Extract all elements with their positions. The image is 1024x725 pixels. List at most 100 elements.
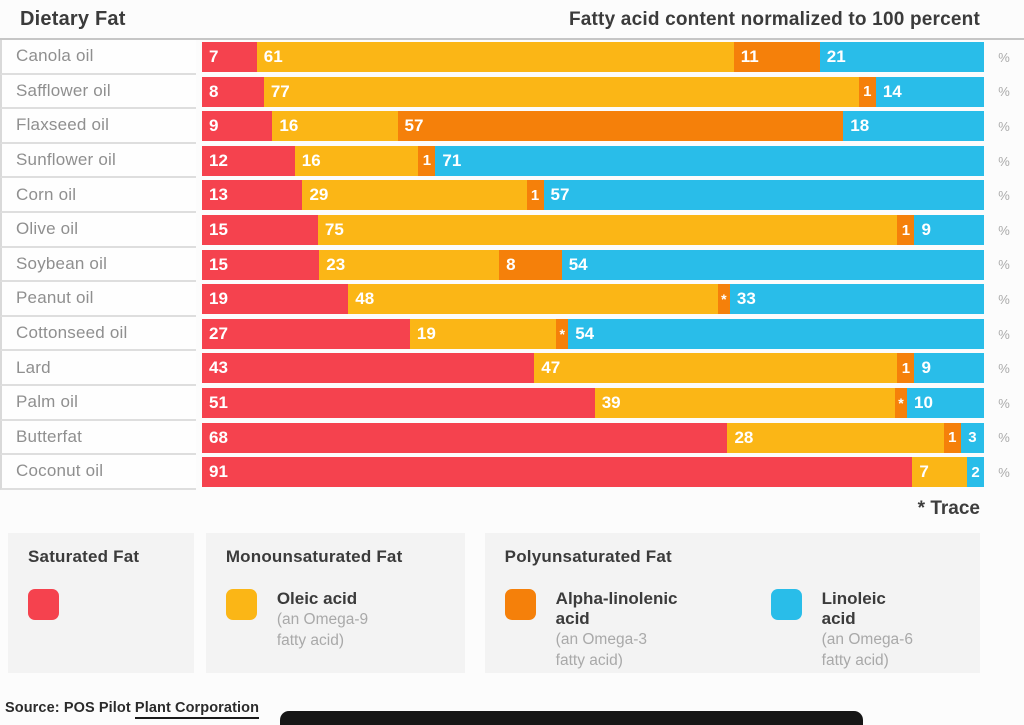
alpha-linolenic-segment: 1 [858, 76, 876, 107]
row-label: Olive oil [0, 212, 196, 248]
legend-item-sub: (an Omega-9 [276, 610, 369, 628]
saturated-segment: 68 [202, 422, 728, 453]
segment-value: 1 [530, 186, 540, 204]
segment-value: * [559, 325, 565, 342]
page-title: Dietary Fat [20, 8, 126, 30]
chart-subtitle: Fatty acid content normalized to 100 per… [568, 9, 980, 30]
segment-value: 33 [736, 289, 756, 309]
percent-symbol: % [998, 118, 1010, 134]
bar-stack: 9 16 57 18 [196, 109, 984, 144]
segment-value: 1 [901, 221, 911, 239]
linoleic-segment: 9 [914, 214, 984, 246]
segment-value: 14 [882, 81, 902, 101]
segment-value: 1 [863, 83, 872, 101]
percent-symbol: % [998, 430, 1010, 446]
row-label: Safflower oil [0, 74, 196, 110]
bar-stack: 19 48 * 33 [196, 282, 984, 317]
chart-row: Palm oil 51 39 * 10% [0, 385, 1024, 421]
segment-value: 23 [326, 254, 346, 274]
legend-item-linoleic: Linoleic acid (an Omega-6 fatty acid) [770, 588, 922, 672]
segment-value: 43 [209, 358, 228, 378]
saturated-segment: 8 [202, 76, 264, 107]
alpha-linolenic-segment: 1 [897, 353, 915, 384]
linoleic-segment: 54 [561, 249, 984, 280]
chart-row: Canola oil 7 61 11 21% [0, 40, 1024, 75]
oleic-segment: 39 [594, 387, 895, 419]
legend-item-sub: (an Omega-3 [555, 630, 647, 648]
row-label: Canola oil [0, 40, 196, 75]
linoleic-segment: 14 [875, 76, 984, 107]
segment-value: 21 [826, 47, 846, 67]
chart-row: Safflower oil 8 77 1 14% [0, 74, 1024, 110]
row-label: Palm oil [0, 385, 196, 421]
percent-symbol: % [998, 257, 1010, 273]
saturated-segment: 91 [202, 457, 913, 488]
linoleic-segment: 10 [907, 387, 984, 419]
oleic-segment: 61 [256, 42, 734, 73]
oleic-segment: 28 [727, 422, 944, 453]
chart-row: Peanut oil 19 48 * 33% [0, 282, 1024, 317]
oleic-segment: 23 [319, 249, 500, 280]
legend-panel-saturated: Saturated Fat [8, 532, 194, 673]
saturated-fat-swatch-icon [28, 588, 59, 620]
linoleic-segment: 21 [819, 42, 984, 73]
alpha-linolenic-segment: 8 [499, 249, 562, 280]
segment-value: 75 [324, 220, 344, 240]
row-label: Butterfat [0, 420, 196, 456]
segment-value: 10 [914, 392, 933, 412]
row-label: Corn oil [0, 178, 196, 213]
segment-value: 8 [209, 81, 219, 101]
segment-value: 71 [442, 150, 462, 170]
bottom-black-bar [280, 711, 863, 725]
alpha-linolenic-segment: 1 [943, 422, 961, 453]
saturated-segment: 15 [202, 249, 320, 280]
segment-value: 61 [263, 47, 283, 67]
segment-value: 15 [209, 220, 228, 240]
legend-item-sub: fatty acid) [555, 652, 623, 670]
linoleic-swatch-icon [770, 588, 802, 620]
alpha-linolenic-segment: 57 [397, 111, 844, 142]
segment-value: 8 [506, 254, 516, 274]
bar-stack: 12 16 1 71 [196, 144, 985, 179]
linoleic-segment: 3 [960, 422, 984, 453]
row-label: Flaxseed oil [0, 109, 196, 144]
bar-stack: 15 23 8 54 [196, 248, 984, 283]
oleic-segment: 7 [912, 457, 967, 488]
bar-stack: 51 39 * 10 [196, 386, 984, 421]
percent-symbol: % [998, 291, 1010, 307]
alpha-linolenic-segment: * [556, 318, 569, 349]
oleic-segment: 29 [302, 180, 527, 211]
segment-value: 11 [740, 47, 759, 67]
segment-value: 15 [209, 254, 228, 274]
legend-item-alpha-linolenic: Alpha-linolenic acid (an Omega-3 fatty a… [504, 588, 713, 672]
segment-value: 27 [209, 323, 228, 343]
legend-item-name: Alpha-linolenic acid [555, 588, 678, 628]
segment-value: 54 [575, 323, 595, 343]
percent-symbol: % [998, 326, 1010, 342]
oleic-acid-swatch-icon [225, 588, 257, 620]
segment-value: 9 [209, 116, 219, 136]
chart-row: Flaxseed oil 9 16 57 18% [0, 109, 1024, 144]
trace-note: * Trace [917, 497, 980, 519]
bar-stack: 91 7 2 [196, 455, 984, 490]
source-note: Source: POS Pilot Plant Corporation [5, 699, 1024, 719]
legend-item-sub: fatty acid) [821, 652, 889, 670]
segment-value: 9 [921, 358, 931, 378]
chart-row: Butterfat 68 28 1 3% [0, 420, 1024, 456]
alpha-linolenic-segment: * [717, 284, 730, 315]
percent-symbol: % [998, 395, 1010, 411]
bar-stack: 27 19 * 54 [196, 317, 984, 352]
legend-item-saturated [28, 588, 79, 620]
alpha-linolenic-segment: 11 [733, 42, 820, 73]
saturated-segment: 9 [202, 111, 273, 142]
bar-stack: 8 77 1 14 [196, 75, 984, 110]
saturated-segment: 15 [202, 214, 318, 246]
saturated-segment: 43 [202, 353, 535, 384]
row-label: Cottonseed oil [0, 316, 196, 352]
oleic-segment: 47 [534, 353, 898, 384]
segment-value: 1 [422, 152, 432, 170]
linoleic-segment: 71 [435, 145, 985, 176]
saturated-segment: 51 [202, 387, 595, 419]
segment-value: 77 [270, 81, 290, 101]
alpha-linolenic-swatch-icon [504, 588, 536, 620]
